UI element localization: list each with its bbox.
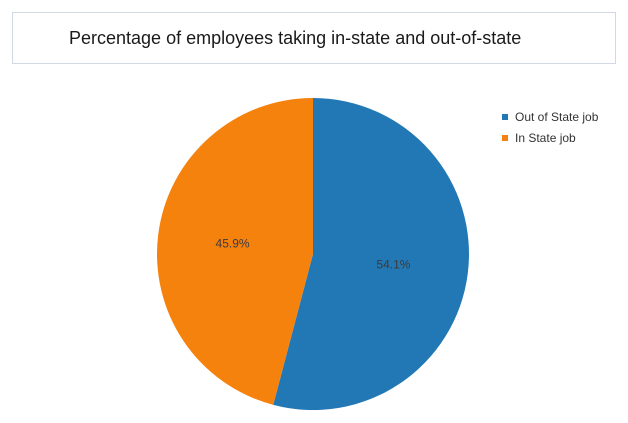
chart-title: Percentage of employees taking in-state … [69,27,522,48]
data-label-out-of-state-job: 54.1% [376,257,410,271]
chart-title-box: Percentage of employees taking in-state … [12,12,616,64]
legend-swatch-in-state-job [502,135,508,141]
legend-label-in-state-job: In State job [515,131,576,145]
legend-label-out-of-state-job: Out of State job [515,110,599,124]
pie-slice-in-state-job [156,98,313,405]
data-label-in-state-job: 45.9% [216,237,250,251]
pie-slice-out-of-state-job [273,98,469,410]
legend-swatch-out-of-state-job [502,114,508,120]
